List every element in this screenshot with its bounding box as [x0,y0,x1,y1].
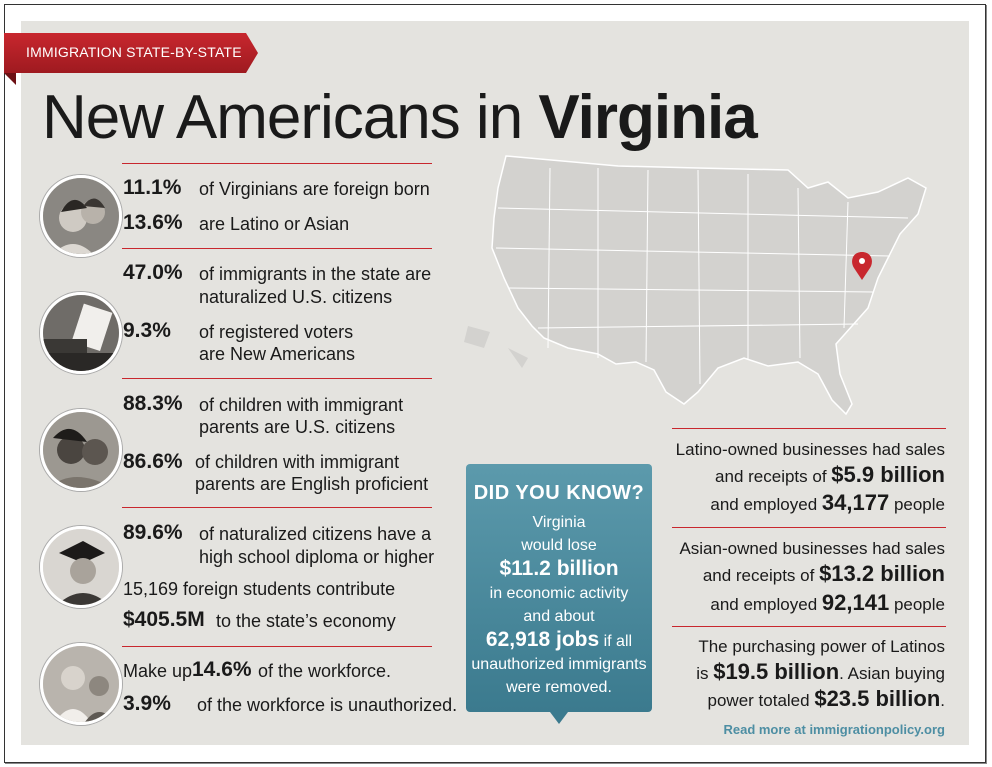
asian-line-3: and employed 92,141 people [710,590,945,615]
title-light: New Americans in [42,83,523,152]
children-citizens-pct: 88.3% [123,392,183,415]
unauthorized-text: of the workforce is unauthorized. [197,695,458,715]
workforce-prefix: Make up [123,661,193,681]
diploma-text-1: of naturalized citizens have a [199,524,432,544]
latino-power: $19.5 billion [713,659,840,684]
workforce-pct: 14.6% [192,658,252,681]
callout-amount: $11.2 billion [499,557,619,580]
callout-line5: unauthorized immigrants [471,656,647,673]
latino-asian-text: are Latino or Asian [199,214,350,234]
asian-employees: 92,141 [821,590,890,615]
banner-ribbon: IMMIGRATION STATE-BY-STATE [4,33,258,85]
children-english-text-2: parents are English proficient [195,474,429,494]
asian-power: $23.5 billion [814,686,941,711]
asian-line-2: and receipts of $13.2 billion [702,561,945,586]
callout-line2: would lose [521,537,597,554]
callout-jobs-suffix: if all [603,633,633,650]
power-line-3: power totaled $23.5 billion. [707,686,945,711]
workers-photo [40,643,122,725]
children-citizens-text-1: of children with immigrant [199,395,404,415]
asian-line-1: Asian-owned businesses had sales [679,539,945,558]
read-more-link[interactable]: Read more at immigrationpolicy.org [723,722,945,737]
callout-line4: and about [523,608,595,625]
workforce-suffix: of the workforce. [258,661,392,681]
voters-pct: 9.3% [123,319,171,342]
banner-text: IMMIGRATION STATE-BY-STATE [26,44,242,60]
us-map [448,148,948,468]
naturalized-text-1: of immigrants in the state are [199,264,432,284]
latino-sales: $5.9 billion [831,462,945,487]
unauthorized-pct: 3.9% [123,692,171,715]
children-photo [40,409,122,491]
did-you-know-callout: DID YOU KNOW? Virginia would lose $11.2 … [466,464,652,724]
divider [122,248,432,249]
foreign-born-pct: 11.1% [123,176,182,199]
couple-photo [40,175,122,257]
diploma-pct: 89.6% [123,521,183,544]
divider [122,378,432,379]
callout-line1: Virginia [532,514,586,531]
latino-line-3: and employed 34,177 people [710,490,945,515]
diploma-text-2: high school diploma or higher [199,547,435,567]
title-state: Virginia [538,83,757,152]
voters-text-1: of registered voters [199,322,354,342]
callout-jobs: 62,918 jobs [485,628,600,651]
divider [672,428,946,429]
divider [122,163,432,164]
callout-line3: in economic activity [489,585,629,602]
latino-asian-pct: 13.6% [123,211,183,234]
naturalized-pct: 47.0% [123,261,183,284]
callout-jobs-line: 62,918 jobs if all [466,628,652,652]
page-title: New Americans in Virginia [42,82,758,154]
asian-sales: $13.2 billion [819,561,945,586]
children-english-text-1: of children with immigrant [195,452,400,472]
callout-line6: were removed. [506,679,612,696]
students-suffix: to the state’s economy [216,611,396,631]
location-pin-icon [852,252,872,280]
power-line-1: The purchasing power of Latinos [698,637,945,656]
latino-line-1: Latino-owned businesses had sales [675,440,945,459]
foreign-born-text: of Virginians are foreign born [199,179,430,199]
latino-line-2: and receipts of $5.9 billion [715,462,945,487]
ballot-photo [40,292,122,374]
children-citizens-text-2: parents are U.S. citizens [199,417,396,437]
divider [122,507,432,508]
graduate-photo [40,526,122,608]
students-amount: $405.5M [123,608,205,631]
children-english-pct: 86.6% [123,450,183,473]
voters-text-2: are New Americans [199,344,356,364]
students-text: 15,169 foreign students contribute [123,579,396,599]
power-line-2: is $19.5 billion. Asian buying [696,659,945,684]
divider [672,626,946,627]
callout-heading: DID YOU KNOW? [473,482,645,504]
divider [672,527,946,528]
divider [122,646,432,647]
latino-employees: 34,177 [821,490,890,515]
naturalized-text-2: naturalized U.S. citizens [199,287,393,307]
